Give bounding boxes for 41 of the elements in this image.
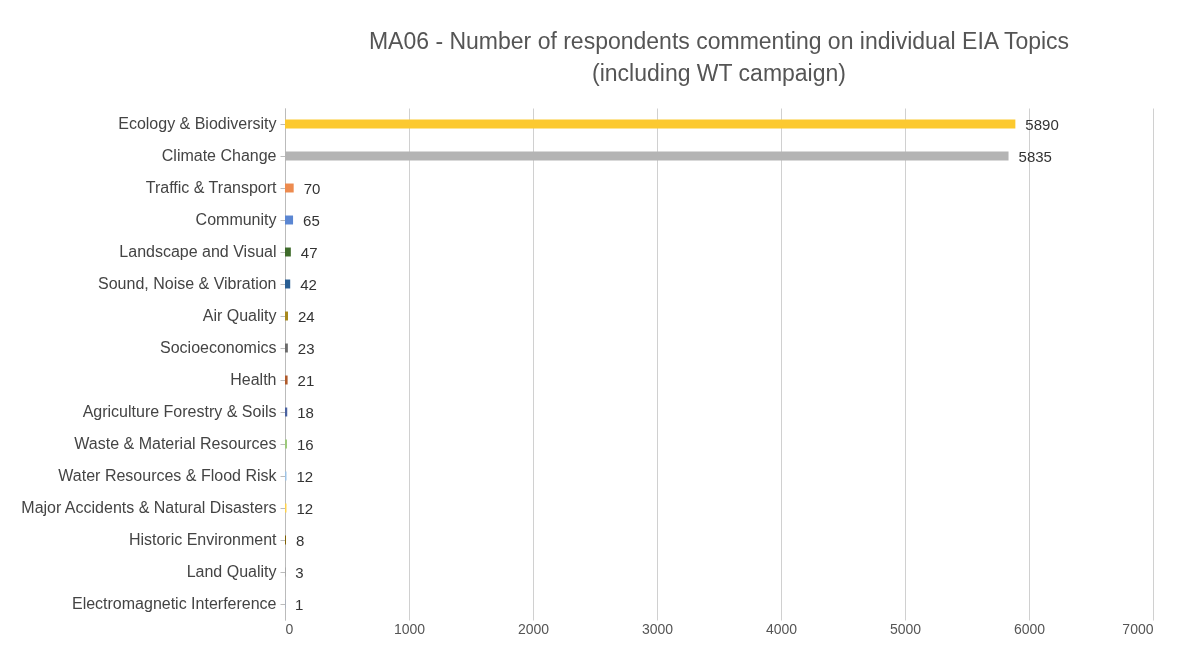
y-tick-label: Sound, Noise & Vibration — [98, 275, 277, 292]
y-tick-label: Historic Environment — [128, 531, 278, 548]
data-label: 23 — [297, 340, 315, 357]
data-label: 1 — [295, 596, 304, 613]
y-tick-label: Community — [195, 211, 277, 228]
data-label: 24 — [297, 308, 315, 325]
data-label: 16 — [296, 436, 314, 453]
data-label: 18 — [297, 404, 314, 421]
y-tick-label: Climate Change — [161, 147, 277, 164]
y-tick-label: Major Accidents & Natural Disasters — [21, 499, 277, 516]
y-tick-label: Land Quality — [186, 563, 277, 580]
x-tick-label: 6000 — [1013, 620, 1046, 637]
y-tick-label: Socioeconomics — [160, 339, 277, 356]
data-label: 65 — [303, 212, 320, 229]
data-label: 21 — [297, 372, 315, 389]
y-tick-label: Waste & Material Resources — [74, 435, 277, 452]
x-tick-label: 7000 — [1122, 620, 1154, 637]
data-label: 3 — [295, 564, 304, 581]
chart-title: MA06 - Number of respondents commenting on individual EIA Topics (including WT campaign) — [368, 28, 1070, 86]
x-tick-label: 4000 — [765, 620, 798, 637]
x-tick-label: 1000 — [393, 620, 426, 637]
y-tick-label: Air Quality — [202, 307, 277, 324]
x-tick-label: 5000 — [889, 620, 922, 637]
y-tick-label: Traffic & Transport — [145, 179, 278, 196]
data-label: 12 — [296, 468, 314, 485]
data-label: 5835 — [1018, 148, 1052, 165]
y-tick-label: Agriculture Forestry & Soils — [82, 403, 277, 420]
y-tick-label: Electromagnetic Interference — [71, 595, 277, 612]
y-tick-label: Water Resources & Flood Risk — [58, 467, 278, 484]
data-label: 12 — [296, 500, 314, 517]
data-label: 5890 — [1025, 116, 1059, 133]
y-tick-label: Ecology & Biodiversity — [118, 115, 277, 132]
x-tick-label: 0 — [285, 620, 294, 637]
y-tick-label: Health — [230, 371, 277, 388]
data-label: 47 — [300, 244, 318, 261]
y-tick-label: Landscape and Visual — [119, 243, 277, 260]
x-tick-label: 2000 — [517, 620, 550, 637]
data-label: 70 — [303, 180, 321, 197]
data-label: 42 — [300, 276, 317, 293]
data-label: 8 — [295, 532, 305, 549]
x-tick-label: 3000 — [641, 620, 674, 637]
